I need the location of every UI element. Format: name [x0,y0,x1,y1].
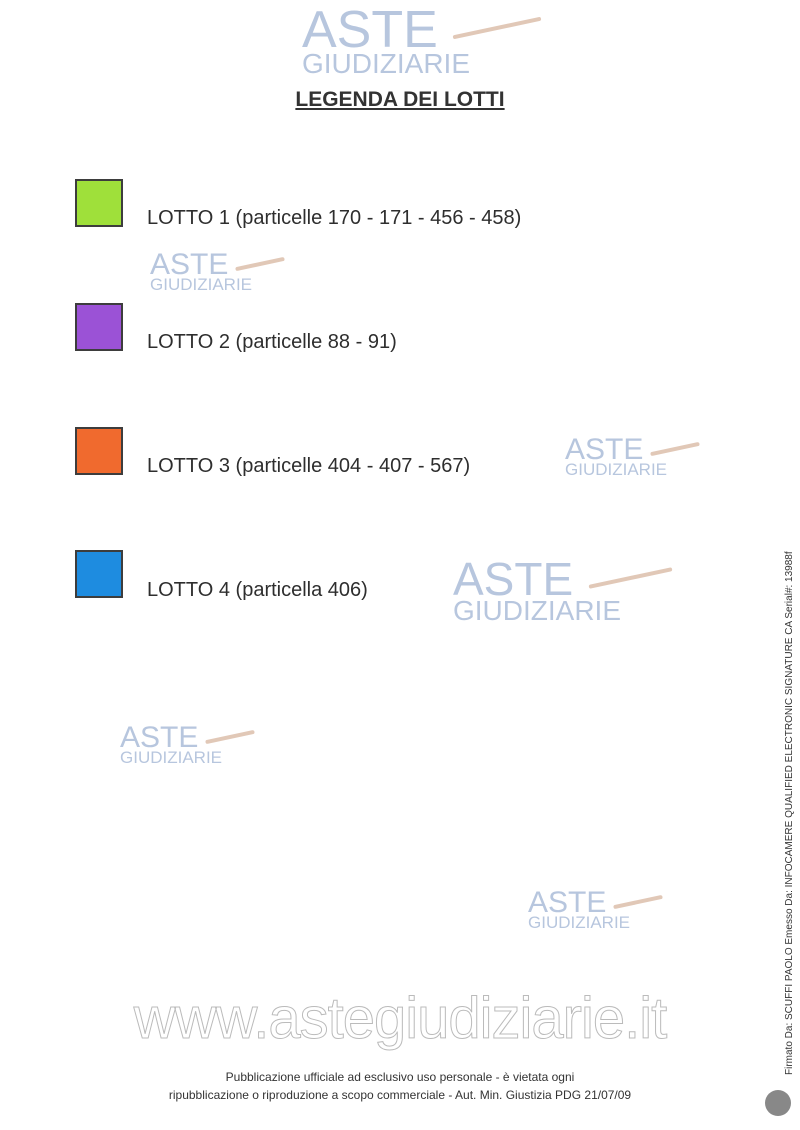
watermark-logo: ASTE GIUDIZIARIE [120,723,255,766]
seal-icon [765,1090,791,1116]
lotto-3-swatch [75,427,123,475]
footer-line-2: ripubblicazione o riproduzione a scopo c… [168,1088,632,1102]
footer-line-1: Pubblicazione ufficiale ad esclusivo uso… [225,1070,575,1084]
watermark-logo: ASTE GIUDIZIARIE [565,435,700,478]
lotto-1-label: LOTTO 1 (particelle 170 - 171 - 456 - 45… [147,207,522,229]
watermark-logo: ASTE GIUDIZIARIE [302,4,542,78]
page-title: LEGENDA DEI LOTTI [295,88,505,111]
lotto-4-swatch [75,550,123,598]
digital-signature-text: Firmato Da: SCUFFI PAOLO Emesso Da: INFO… [784,551,795,1075]
footer-notice: Pubblicazione ufficiale ad esclusivo uso… [0,1068,800,1104]
lotto-2-swatch [75,303,123,351]
lotto-4-label: LOTTO 4 (particella 406) [147,579,368,601]
lotto-1-swatch [75,179,123,227]
watermark-logo: ASTE GIUDIZIARIE [453,556,673,624]
lotto-3-label: LOTTO 3 (particelle 404 - 407 - 567) [147,455,471,477]
watermark-logo: ASTE GIUDIZIARIE [528,888,663,931]
watermark-logo: ASTE GIUDIZIARIE [150,250,285,293]
lotto-2-label: LOTTO 2 (particelle 88 - 91) [147,331,397,353]
watermark-site: www.astegiudiziarie.it [133,986,667,1052]
